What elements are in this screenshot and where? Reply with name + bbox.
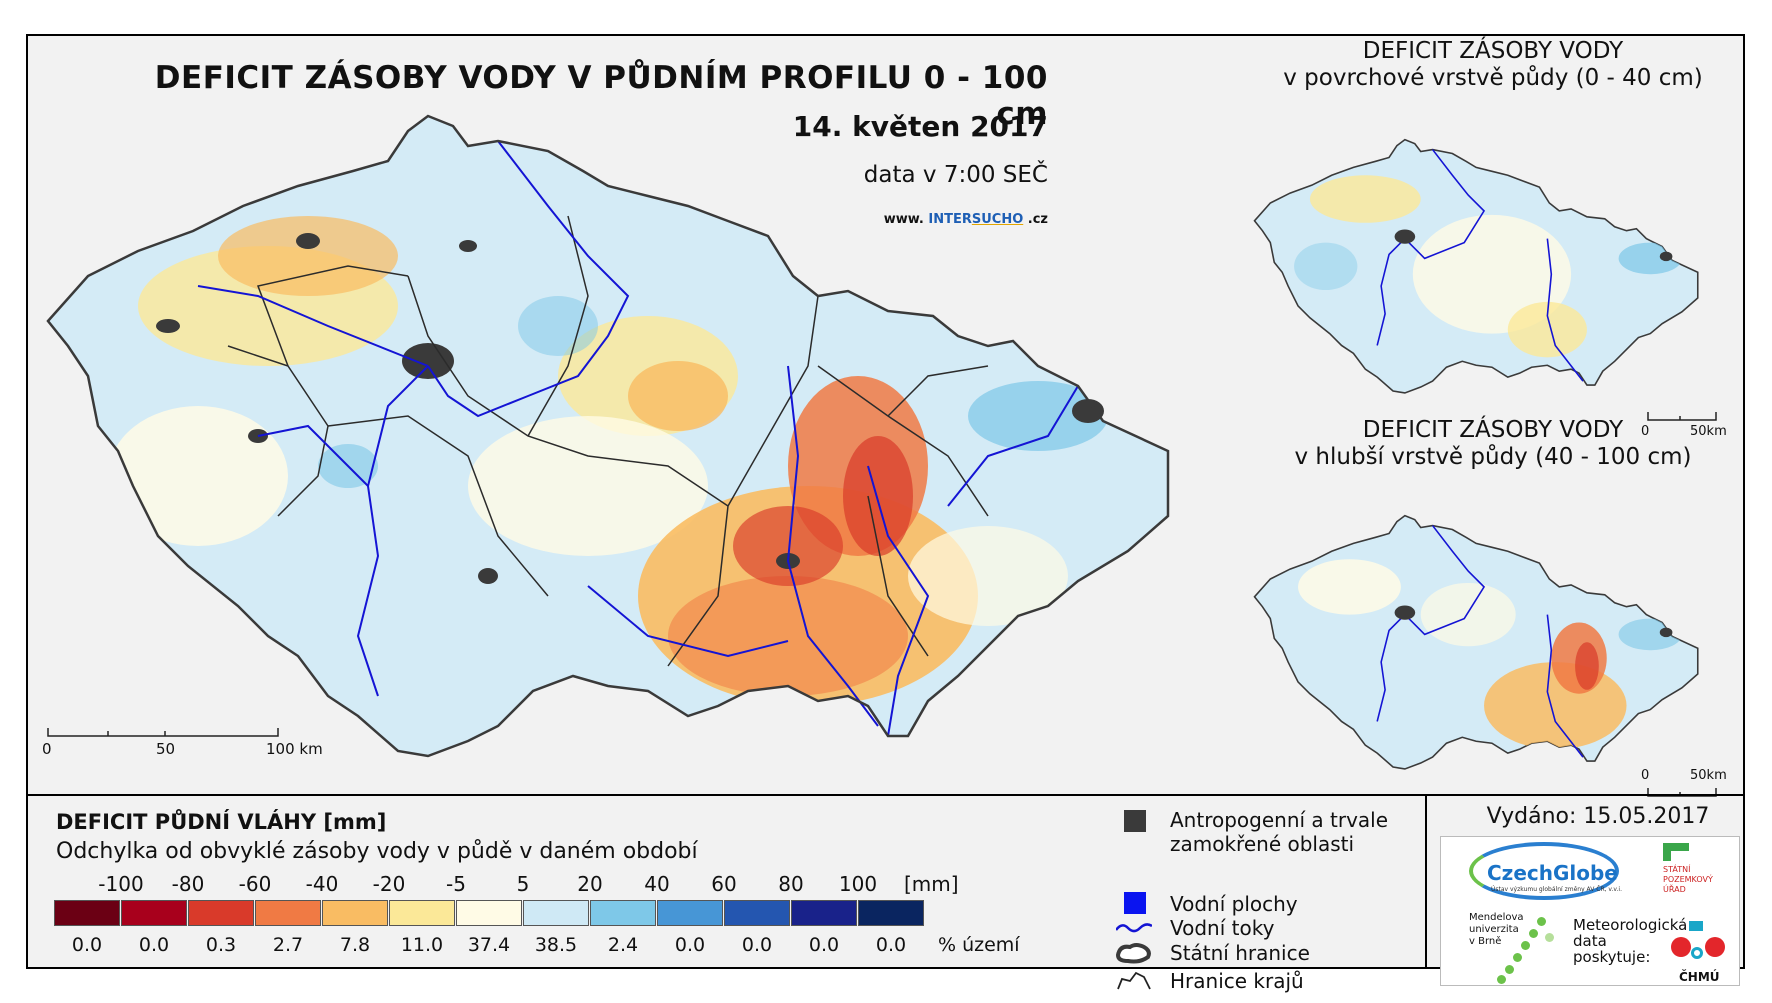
main-map (46, 114, 1170, 758)
legend-tick: -80 (171, 872, 205, 896)
czechglobe-logo (1469, 842, 1619, 900)
region-border-icon (1117, 971, 1151, 990)
legend-percent: 0.0 (674, 934, 706, 956)
key-region-border: Hranice krajů (1116, 969, 1304, 993)
legend-tick: 40 (644, 872, 670, 896)
inset-top-scale-bar (1647, 412, 1717, 421)
website-link[interactable]: www. INTERSUCHO .cz (883, 212, 1048, 227)
key-water-areas: Vodní plochy (1116, 892, 1298, 916)
map-date: 14. květen 2017 (792, 110, 1048, 143)
scale-label-50: 50 (156, 740, 176, 758)
inset-bottom-title: DEFICIT ZÁSOBY VODY v hlubší vrstvě půdy… (1294, 417, 1692, 470)
legend-swatch (255, 900, 321, 926)
legend-percent: 38.5 (534, 934, 578, 956)
legend-percent: 2.4 (607, 934, 639, 956)
legend-swatch (791, 900, 857, 926)
legend-unit: [mm] (904, 872, 959, 896)
meteo-data-text: Meteorologická data poskytuje: (1573, 916, 1688, 966)
legend-percent: 0.0 (71, 934, 103, 956)
river-icon (1116, 923, 1152, 933)
state-border (46, 114, 1170, 758)
czechglobe-subtext: Ústav výzkumu globální změny AV ČR, v.v.… (1491, 886, 1622, 893)
legend-percent: 0.0 (741, 934, 773, 956)
legend-percent: 0.3 (205, 934, 237, 956)
issued-date: Vydáno: 15.05.2017 (1486, 804, 1710, 829)
legend-divider (28, 794, 1743, 796)
legend-tick: 80 (778, 872, 804, 896)
legend-tick: 20 (577, 872, 603, 896)
key-rivers: Vodní toky (1116, 916, 1274, 940)
scale-label-0: 0 (42, 740, 52, 758)
legend-swatch (389, 900, 455, 926)
chmu-logo-text: ČHMÚ (1679, 970, 1720, 984)
legend-swatch (456, 900, 522, 926)
spu-logo-text: STÁTNÍ POZEMKOVÝ ÚŘAD (1663, 865, 1713, 894)
inset-bottom-scale-0: 0 (1641, 768, 1650, 783)
inset-top-title: DEFICIT ZÁSOBY VODY v povrchové vrstvě p… (1283, 38, 1703, 91)
legend-percent: 37.4 (467, 934, 511, 956)
legend-tick: 5 (516, 872, 530, 896)
czechglobe-logo-text: CzechGlobe (1487, 861, 1618, 885)
water-area-icon (1116, 892, 1152, 916)
legend-swatch (724, 900, 790, 926)
deficit-fill (108, 216, 1108, 706)
issued-divider (1425, 796, 1427, 969)
inset-top-scale-0: 0 (1641, 424, 1650, 439)
legend-swatch (590, 900, 656, 926)
legend-tick: -60 (238, 872, 272, 896)
legend-swatch (322, 900, 388, 926)
legend-swatch (858, 900, 924, 926)
spu-logo (1663, 843, 1691, 861)
inset-map-deep (1253, 514, 1699, 770)
scale-label-100: 100 km (266, 740, 323, 758)
scale-bar (47, 728, 279, 737)
rivers (197, 140, 1079, 737)
inset-bottom-scale-bar (1647, 788, 1717, 797)
legend-percent: 7.8 (339, 934, 371, 956)
inset-map-surface (1253, 138, 1699, 394)
mendel-logo-text: Mendelova univerzita v Brně (1469, 912, 1524, 947)
legend-swatch (188, 900, 254, 926)
inset-bottom-scale-50: 50km (1690, 768, 1727, 783)
anthropogenic-icon (1116, 808, 1152, 832)
legend-tick: -20 (372, 872, 406, 896)
legend-subtitle: Odchylka od obvyklé zásoby vody v půdě v… (56, 839, 698, 864)
legend-tick: 60 (711, 872, 737, 896)
main-map-panel: DEFICIT ZÁSOBY VODY V PŮDNÍM PROFILU 0 -… (28, 36, 1248, 794)
legend-tick: -40 (305, 872, 339, 896)
legend-percent-unit: % území (938, 934, 1020, 956)
key-state-border: Státní hranice (1116, 941, 1310, 965)
inset-top-scale-50: 50km (1690, 424, 1727, 439)
legend-swatch (523, 900, 589, 926)
key-anthropogenic: Antropogenní a trvale zamokřené oblasti (1116, 808, 1388, 856)
legend-tick: -100 (98, 872, 144, 896)
region-borders (227, 215, 989, 667)
legend-percent: 0.0 (875, 934, 907, 956)
legend-title: DEFICIT PŮDNÍ VLÁHY [mm] (56, 810, 387, 834)
legend-percent: 11.0 (400, 934, 444, 956)
legend-swatch (54, 900, 120, 926)
legend-percent: 0.0 (808, 934, 840, 956)
map-frame: DEFICIT ZÁSOBY VODY V PŮDNÍM PROFILU 0 -… (26, 34, 1745, 993)
legend-percent: 0.0 (138, 934, 170, 956)
legend-swatch (657, 900, 723, 926)
legend-swatch (121, 900, 187, 926)
legend-percent: 2.7 (272, 934, 304, 956)
state-border-icon (1116, 943, 1151, 964)
map-title: DEFICIT ZÁSOBY VODY V PŮDNÍM PROFILU 0 -… (154, 60, 1048, 132)
legend-tick: 100 (838, 872, 878, 896)
legend-tick: -5 (446, 872, 466, 896)
map-time: data v 7:00 SEČ (863, 162, 1048, 188)
partner-logos: CzechGlobe Ústav výzkumu globální změny … (1440, 836, 1740, 986)
